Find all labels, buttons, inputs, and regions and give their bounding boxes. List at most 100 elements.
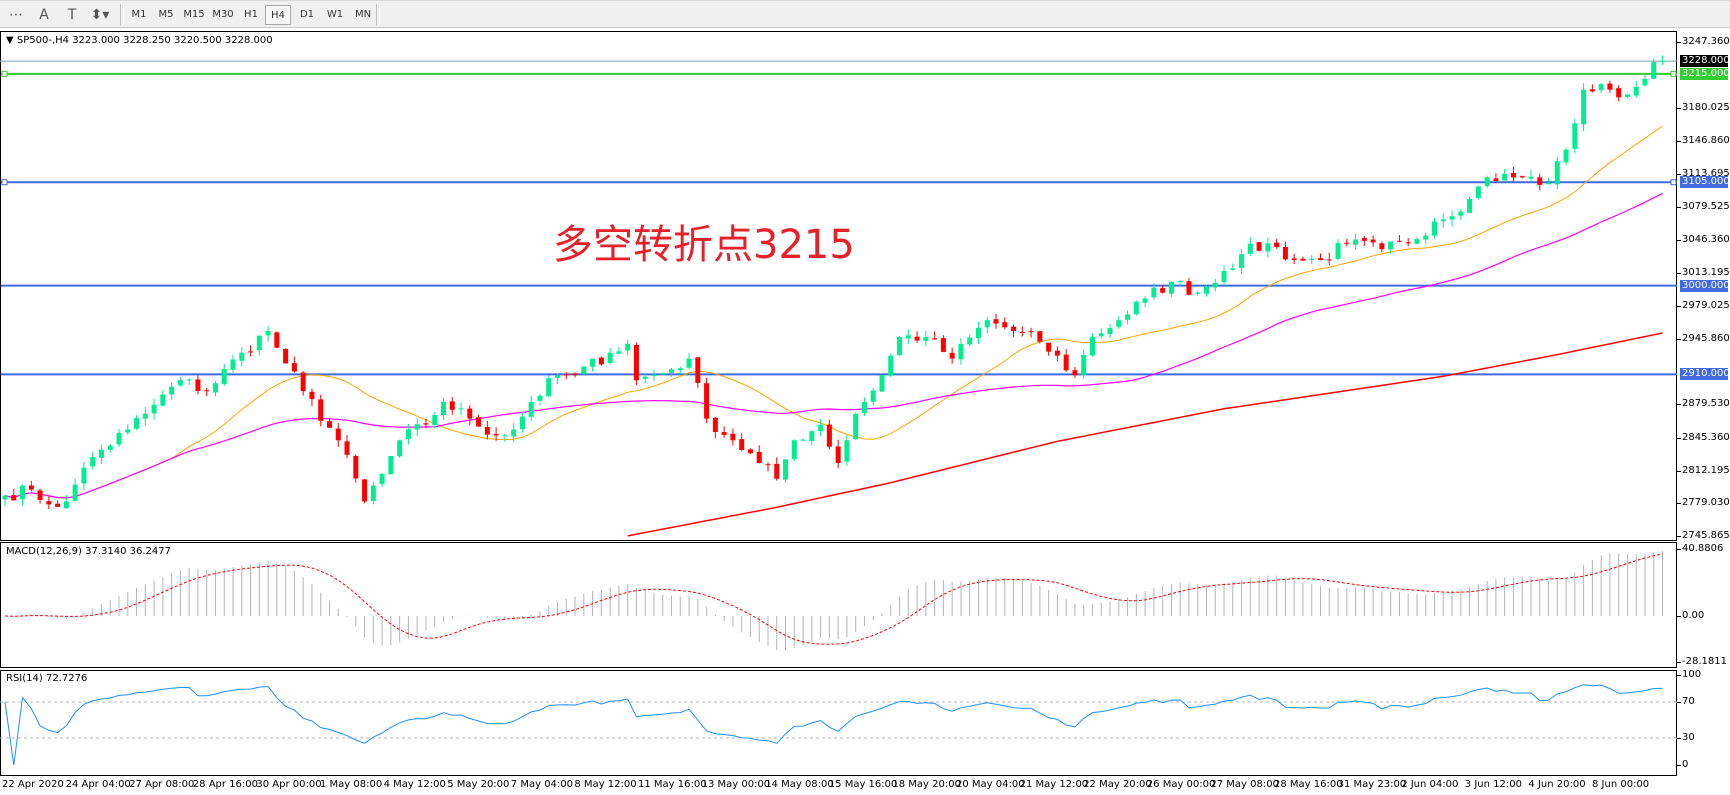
- candle-body: [370, 485, 376, 501]
- candle-body: [1572, 123, 1578, 149]
- candle-body: [1546, 183, 1552, 185]
- candle-body: [1081, 354, 1087, 376]
- candle-body: [528, 401, 534, 417]
- candle-body: [1186, 281, 1192, 295]
- timeframe-m1-button[interactable]: M1: [131, 9, 147, 20]
- candle-body: [984, 320, 990, 328]
- timeframe-h4-button[interactable]: H4: [265, 5, 291, 25]
- time-axis-label: 4 Jun 20:00: [1528, 779, 1586, 790]
- candle-body: [765, 464, 771, 466]
- time-axis-label: 8 May 12:00: [574, 779, 637, 790]
- candle-body: [441, 401, 446, 416]
- macd-axis-tick: [1677, 549, 1681, 550]
- candle-body: [704, 383, 710, 419]
- candle-body: [177, 380, 183, 386]
- candle-body: [1581, 89, 1587, 125]
- candle-body: [651, 374, 657, 376]
- candle-body: [1125, 314, 1131, 320]
- timeframe-m15-button[interactable]: M15: [183, 9, 205, 20]
- timeframe-mn-button[interactable]: MN: [354, 9, 372, 20]
- grid-properties-icon[interactable]: ⋯: [9, 7, 23, 23]
- candle-body: [72, 484, 78, 501]
- candle-body: [1502, 173, 1508, 181]
- time-axis-label: 26 May 00:00: [1146, 779, 1216, 790]
- candle-body: [756, 451, 762, 463]
- candle-body: [1344, 242, 1350, 244]
- candle-body: [1019, 331, 1025, 333]
- time-axis-label: 2 Jun 04:00: [1401, 779, 1459, 790]
- rsi-axis-label: 30: [1682, 732, 1695, 743]
- candle-body: [397, 440, 403, 457]
- arrows-icon[interactable]: ⬍▾: [90, 7, 110, 23]
- candle-body: [1440, 219, 1446, 222]
- price-axis-label: 3113.695: [1682, 167, 1730, 179]
- candle-body: [1265, 243, 1271, 252]
- candle-body: [1037, 331, 1043, 342]
- macd-axis-tick: [1677, 662, 1681, 664]
- time-axis-label: 30 Apr 00:00: [256, 779, 322, 790]
- candle-body: [555, 375, 561, 378]
- candle-body: [1493, 178, 1499, 182]
- line-handle: [1, 70, 8, 77]
- price-axis-tick: [1677, 437, 1681, 439]
- candle-body: [975, 327, 981, 339]
- candle-body: [861, 401, 867, 414]
- candle-body: [318, 399, 324, 421]
- candle-body: [1318, 258, 1323, 261]
- price-axis-tick: [1677, 503, 1681, 505]
- collapse-triangle-icon[interactable]: ▼: [6, 35, 17, 46]
- symbol-info-text: SP500-,H4 3223.000 3228.250 3220.500 322…: [16, 35, 273, 46]
- rsi-pane[interactable]: [0, 670, 1677, 776]
- timeframe-m30-button[interactable]: M30: [212, 9, 234, 20]
- time-axis-label: 18 May 20:00: [892, 779, 961, 790]
- text-icon[interactable]: A: [39, 7, 49, 23]
- candle-body: [1528, 176, 1534, 179]
- price-axis-tick: [1677, 42, 1681, 43]
- candle-body: [326, 421, 332, 428]
- price-level-tag: 3215.000: [1680, 67, 1730, 80]
- timeframe-m5-button[interactable]: M5: [158, 9, 174, 20]
- candle-body: [1133, 301, 1139, 315]
- macd-pane[interactable]: [0, 542, 1677, 668]
- candle-body: [2, 495, 8, 500]
- candle-body: [888, 355, 894, 376]
- time-axis[interactable]: 22 Apr 2020 24 Apr 04:00 27 Apr 08:00 28 Ap…: [0, 776, 1730, 795]
- candle-body: [1282, 246, 1288, 260]
- candle-body: [353, 455, 359, 479]
- time-axis-label: 15 May 16:00: [828, 779, 898, 790]
- candle-body: [1098, 333, 1104, 337]
- candle-body: [1072, 370, 1078, 376]
- rsi-axis-label: 0: [1682, 759, 1689, 770]
- price-level-tag: 3000.000: [1680, 279, 1730, 292]
- time-axis-label: 24 Apr 04:00: [65, 779, 131, 790]
- candle-body: [414, 424, 420, 430]
- timeframe-h1-button[interactable]: H1: [244, 9, 258, 20]
- candle-body: [142, 413, 148, 419]
- candle-body: [1151, 287, 1157, 298]
- candle-body: [721, 432, 727, 435]
- candle-body: [239, 352, 245, 361]
- toolbar: ⋯ A T ⬍▾ M1 M5 M15 M30 H1 H4 D1 W1 MN: [0, 0, 1730, 28]
- chart-annotation-text[interactable]: 多空转折点3215: [553, 222, 855, 268]
- candle-body: [747, 449, 753, 454]
- candle-body: [1054, 350, 1060, 356]
- candle-body: [151, 404, 157, 414]
- time-axis-label: 7 May 04:00: [510, 779, 574, 790]
- candle-body: [958, 343, 964, 360]
- macd-axis-label: 0.00: [1682, 610, 1705, 621]
- candle-body: [642, 376, 648, 379]
- candle-body: [195, 379, 201, 392]
- candle-body: [98, 449, 104, 458]
- candle-body: [1616, 88, 1622, 98]
- candle-body: [467, 408, 473, 419]
- text-label-icon[interactable]: T: [67, 7, 77, 23]
- current-price-tag: 3228.000: [1680, 55, 1730, 68]
- candle-body: [1002, 322, 1008, 328]
- timeframe-d1-button[interactable]: D1: [299, 9, 315, 20]
- candle-body: [1598, 84, 1604, 91]
- timeframe-w1-button[interactable]: W1: [326, 9, 344, 20]
- price-axis-tick: [1677, 306, 1681, 308]
- symbol-info[interactable]: ▼ SP500-,H4 3223.000 3228.250 3220.500 3…: [6, 35, 273, 46]
- price-axis-label: 3079.525: [1682, 201, 1730, 213]
- time-axis-label: 28 May 16:00: [1274, 779, 1343, 790]
